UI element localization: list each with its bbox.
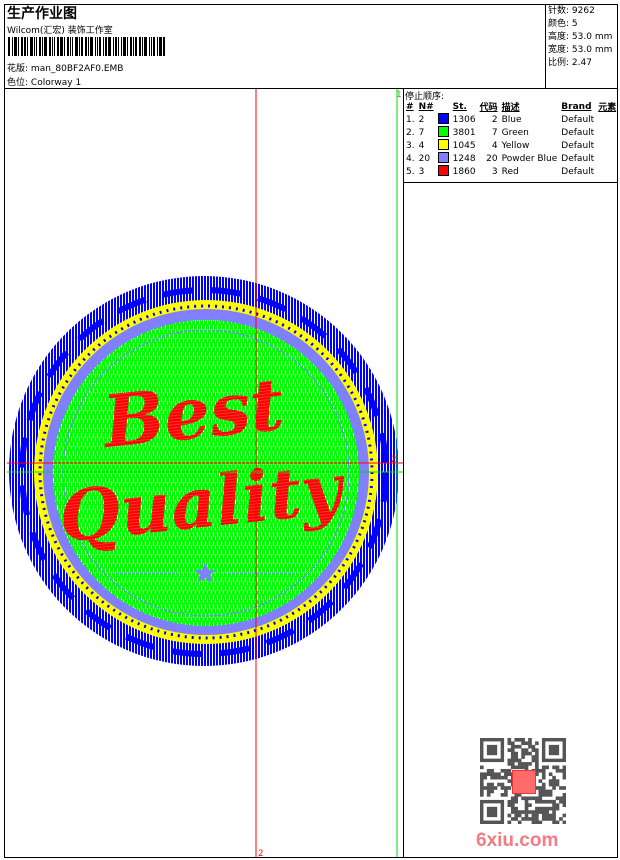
row-brand: Default xyxy=(561,140,595,151)
color-row: 4. 20 1248 20 Powder Blue Default xyxy=(404,152,618,165)
color-sequence-table: # N# St. 代码 描述 Brand 元素 1. 2 1306 2 Blue… xyxy=(404,100,618,178)
design-info: 针数: 9262 颜色: 5 高度: 53.0 mm 宽度: 53.0 mm 比… xyxy=(548,5,612,70)
company-name: Wilcom(汇宏) 装饰工作室 xyxy=(7,26,113,36)
col-stitches: St. xyxy=(452,101,467,112)
stop-sequence-title: 停止顺序: xyxy=(405,92,445,102)
row-code: 4 xyxy=(491,140,498,151)
row-stitches: 1248 xyxy=(452,153,476,164)
row-needle: 3 xyxy=(418,166,425,177)
design-label: 花版: xyxy=(7,64,29,74)
row-description: Blue xyxy=(501,114,522,125)
row-needle: 2 xyxy=(418,114,425,125)
color-swatch xyxy=(437,139,449,150)
seal-stamp xyxy=(512,770,536,794)
frame-top xyxy=(4,4,617,5)
page-title: 生产作业图 xyxy=(7,6,77,22)
colorway-row: 色位: Colorway 1 xyxy=(7,75,81,88)
row-description: Red xyxy=(501,166,519,177)
row-stitches: 1860 xyxy=(452,166,476,177)
row-index: 4. xyxy=(406,153,415,164)
row-needle: 7 xyxy=(418,127,425,138)
end-marker-bottom: 2 xyxy=(258,849,263,859)
row-index: 2. xyxy=(406,127,415,138)
star-icon xyxy=(194,562,216,583)
info-height: 高度: 53.0 mm xyxy=(548,31,613,42)
color-swatch-cell xyxy=(436,165,451,178)
info-width: 宽度: 53.0 mm xyxy=(548,44,613,55)
watermark-site: 6xiu.com xyxy=(476,830,559,851)
row-brand: Default xyxy=(561,127,595,138)
color-swatch xyxy=(437,113,449,124)
colorway-value: Colorway 1 xyxy=(30,78,82,88)
row-stitches: 1045 xyxy=(452,140,476,151)
row-code: 20 xyxy=(486,153,498,164)
color-row: 2. 7 3801 7 Green Default xyxy=(404,126,618,139)
row-brand: Default xyxy=(561,114,595,125)
col-description: 描述 xyxy=(501,103,520,113)
info-divider xyxy=(545,4,546,88)
color-swatch-cell xyxy=(436,139,451,152)
frame-left xyxy=(4,4,5,858)
row-code: 3 xyxy=(491,166,498,177)
row-index: 5. xyxy=(406,166,415,177)
colorway-label: 色位: xyxy=(7,78,29,88)
color-swatch xyxy=(437,126,449,137)
row-needle: 20 xyxy=(418,153,431,164)
table-bottom-divider xyxy=(403,182,617,183)
row-stitches: 3801 xyxy=(452,127,476,138)
end-marker-side: 2 xyxy=(391,455,396,465)
col-element: 元素 xyxy=(598,103,617,113)
info-stitches: 针数: 9262 xyxy=(548,6,595,16)
frame-right xyxy=(617,4,618,858)
row-stitches: 1306 xyxy=(452,114,476,125)
color-swatch xyxy=(437,152,449,163)
row-index: 1. xyxy=(406,114,415,125)
green-fill xyxy=(53,320,359,626)
header-divider xyxy=(4,88,617,89)
panel-divider xyxy=(403,88,404,858)
color-row: 3. 4 1045 4 Yellow Default xyxy=(404,139,618,152)
row-description: Green xyxy=(501,127,529,138)
row-description: Yellow xyxy=(501,140,530,151)
embroidery-patch: Best Quality xyxy=(9,276,399,666)
color-swatch-cell xyxy=(436,152,451,165)
col-needle: N# xyxy=(418,101,434,112)
design-value: man_80BF2AF0.EMB xyxy=(30,64,124,74)
row-needle: 4 xyxy=(418,140,425,151)
frame-bottom xyxy=(4,857,617,858)
row-code: 7 xyxy=(491,127,498,138)
row-brand: Default xyxy=(561,166,595,177)
color-swatch-cell xyxy=(436,113,451,126)
row-description: Powder Blue xyxy=(501,153,558,164)
col-brand: Brand xyxy=(561,101,592,112)
barcode xyxy=(8,37,189,56)
info-colors: 颜色: 5 xyxy=(548,18,578,29)
col-code: 代码 xyxy=(479,103,498,113)
row-brand: Default xyxy=(561,153,595,164)
color-row: 5. 3 1860 3 Red Default xyxy=(404,165,618,178)
col-index: # xyxy=(406,101,414,112)
color-swatch-cell xyxy=(436,126,451,139)
row-index: 3. xyxy=(406,140,415,151)
info-scale: 比例: 2.47 xyxy=(548,57,592,68)
design-name-row: 花版: man_80BF2AF0.EMB xyxy=(7,61,123,74)
row-code: 2 xyxy=(491,114,498,125)
start-marker: 1 xyxy=(396,90,401,100)
color-row: 1. 2 1306 2 Blue Default xyxy=(404,113,618,126)
color-swatch xyxy=(437,165,449,176)
